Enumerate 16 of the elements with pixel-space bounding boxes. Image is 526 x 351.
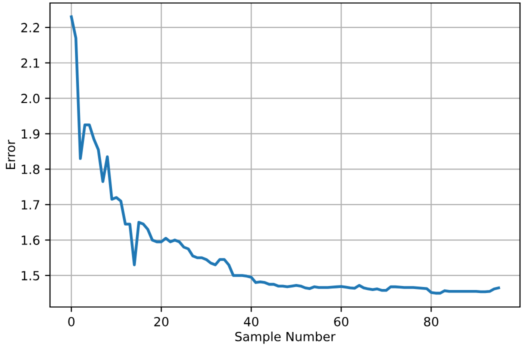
- y-axis-title: Error: [6, 140, 16, 170]
- x-tick-label: 80: [424, 316, 438, 326]
- y-tick-label: 2.1: [21, 58, 40, 68]
- y-tick-label: 2.0: [21, 94, 40, 104]
- y-tick-label: 2.2: [21, 22, 40, 32]
- x-tick-label: 60: [334, 316, 348, 326]
- y-tick-label: 1.6: [22, 236, 40, 245]
- y-tick-label: 1.8: [22, 164, 40, 174]
- x-tick-label: 0: [68, 316, 75, 326]
- x-axis-title: Sample Number: [235, 332, 336, 344]
- x-tick-label: 20: [154, 316, 168, 326]
- line-series: [70, 15, 500, 295]
- x-tick-label: 40: [244, 316, 258, 326]
- y-tick-label: 1.5: [22, 271, 40, 280]
- y-tick-label: 1.9: [22, 129, 40, 139]
- y-tick-label: 1.7: [22, 200, 40, 210]
